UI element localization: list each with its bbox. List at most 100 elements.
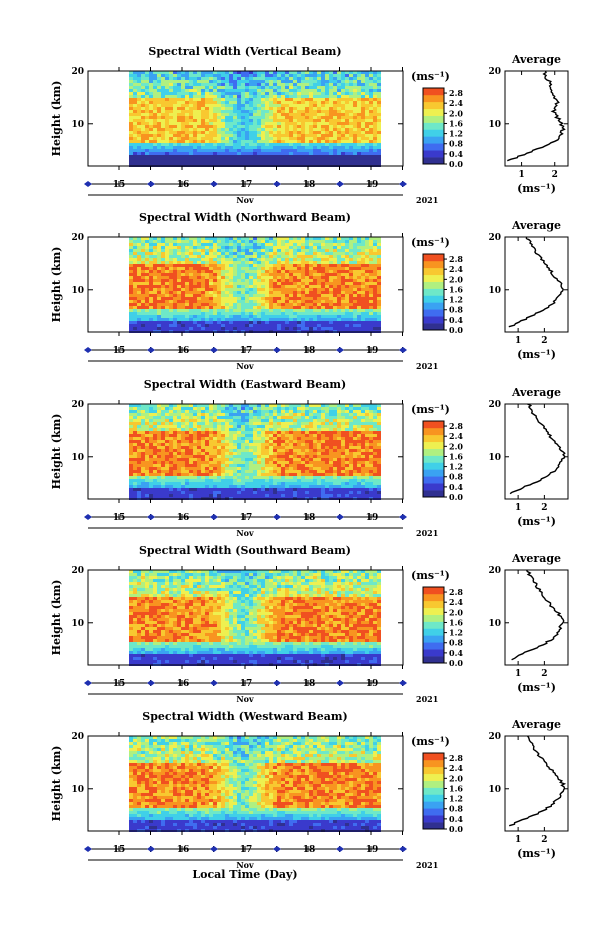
- colorbar-tick-label: 1.2: [449, 628, 463, 638]
- colorbar-swatch: [423, 649, 444, 657]
- colorbar-swatch: [423, 421, 444, 429]
- average-x-tick-label: 1: [515, 503, 521, 513]
- colorbar-tick-label: 2.0: [449, 274, 463, 284]
- month-label: Nov: [236, 361, 254, 371]
- colorbar-swatch: [423, 309, 444, 317]
- x-tick-label: 16: [177, 845, 190, 855]
- time-marker: [84, 846, 92, 852]
- colorbar-unit: (ms⁻¹): [411, 236, 450, 249]
- x-tick-label: 16: [177, 513, 190, 523]
- colorbar-tick-label: 2.4: [449, 264, 463, 274]
- colorbar-swatch: [423, 462, 444, 470]
- colorbar-tick-label: 1.6: [449, 783, 463, 793]
- average-y-tick-label: 10: [488, 286, 501, 296]
- colorbar-tick-label: 0.0: [449, 492, 463, 502]
- average-x-label: (ms⁻¹): [517, 348, 556, 361]
- panel-title: Spectral Width (Westward Beam): [142, 710, 347, 723]
- colorbar: 2.82.42.01.61.20.80.40.0: [422, 253, 463, 335]
- average-x-label: (ms⁻¹): [517, 515, 556, 528]
- average-y-tick-label: 20: [488, 566, 501, 576]
- average-y-tick-label: 20: [488, 732, 501, 742]
- colorbar-swatch: [423, 635, 444, 643]
- x-tick-label: 19: [366, 346, 379, 356]
- panel-2: Spectral Width (Northward Beam) Height (k…: [50, 211, 569, 371]
- colorbar-swatch: [423, 150, 444, 158]
- colorbar-swatch: [423, 143, 444, 151]
- time-marker: [273, 680, 281, 686]
- colorbar-swatch: [423, 441, 444, 449]
- colorbar-tick-label: 2.4: [449, 431, 463, 441]
- colorbar-swatch: [423, 773, 444, 781]
- time-marker: [399, 347, 407, 353]
- colorbar-swatch: [423, 108, 444, 116]
- y-tick-label: 20: [71, 566, 84, 576]
- colorbar-swatch: [423, 801, 444, 809]
- x-tick-label: 18: [303, 513, 316, 523]
- x-tick-label: 16: [177, 346, 190, 356]
- time-marker: [210, 846, 218, 852]
- colorbar-swatch: [423, 254, 444, 262]
- colorbar-swatch: [423, 621, 444, 629]
- colorbar-unit: (ms⁻¹): [411, 735, 450, 748]
- average-line: [508, 236, 564, 328]
- average-y-tick-label: 20: [488, 67, 501, 77]
- x-tick-label: 19: [366, 513, 379, 523]
- colorbar-swatch: [423, 628, 444, 636]
- average-x-tick-label: 1: [518, 170, 524, 180]
- colorbar-tick-label: 0.4: [449, 648, 463, 658]
- average-title: Average: [511, 219, 561, 232]
- average-x-tick-label: 1: [515, 336, 521, 346]
- panel-4: Spectral Width (Southward Beam) Height (k…: [50, 544, 569, 704]
- colorbar-swatch: [423, 281, 444, 289]
- time-marker: [399, 846, 407, 852]
- average-line: [509, 403, 566, 495]
- colorbar-swatch: [423, 448, 444, 456]
- colorbar-swatch: [423, 157, 444, 165]
- average-title: Average: [511, 718, 561, 731]
- x-tick-label: 15: [113, 346, 126, 356]
- x-tick-label: 19: [366, 845, 379, 855]
- colorbar-tick-label: 0.0: [449, 824, 463, 834]
- average-profile: Average 20 10 1 2 (ms⁻¹): [488, 386, 569, 528]
- time-marker: [147, 347, 155, 353]
- panel-title: Spectral Width (Eastward Beam): [144, 378, 346, 391]
- month-label: Nov: [236, 860, 254, 870]
- month-label: Nov: [236, 528, 254, 538]
- time-marker: [84, 514, 92, 520]
- x-tick-label: 18: [303, 346, 316, 356]
- average-x-tick-label: 2: [541, 503, 547, 513]
- colorbar-tick-label: 2.8: [449, 587, 463, 597]
- colorbar-tick-label: 0.8: [449, 638, 463, 648]
- average-y-tick-label: 10: [488, 453, 501, 463]
- colorbar-swatch: [423, 122, 444, 130]
- colorbar: 2.82.42.01.61.20.80.40.0: [422, 420, 463, 502]
- colorbar-tick-label: 0.0: [449, 658, 463, 668]
- colorbar-tick-label: 0.8: [449, 804, 463, 814]
- y-tick-label: 20: [71, 732, 84, 742]
- year-label: 2021: [416, 361, 438, 371]
- average-y-tick-label: 20: [488, 233, 501, 243]
- average-profile: Average 20 10 1 2 (ms⁻¹): [488, 219, 569, 361]
- colorbar-tick-label: 2.4: [449, 763, 463, 773]
- y-axis-label: Height (km): [50, 414, 63, 490]
- heatmap-cells: [129, 237, 381, 333]
- year-label: 2021: [416, 195, 438, 205]
- colorbar-tick-label: 2.4: [449, 98, 463, 108]
- x-tick-label: 15: [113, 180, 126, 190]
- y-tick-label: 20: [71, 67, 84, 77]
- colorbar-swatch: [423, 295, 444, 303]
- colorbar-swatch: [423, 587, 444, 595]
- y-tick-label: 10: [71, 120, 84, 130]
- heatmap-cells: [129, 404, 381, 500]
- time-marker: [399, 680, 407, 686]
- time-marker: [399, 514, 407, 520]
- colorbar: 2.82.42.01.61.20.80.40.0: [422, 586, 463, 668]
- colorbar-swatch: [423, 274, 444, 282]
- colorbar-tick-label: 0.8: [449, 305, 463, 315]
- colorbar-tick-label: 2.0: [449, 607, 463, 617]
- time-marker: [84, 181, 92, 187]
- colorbar-swatch: [423, 260, 444, 269]
- colorbar-tick-label: 0.4: [449, 149, 463, 159]
- time-marker: [210, 680, 218, 686]
- time-marker: [336, 680, 344, 686]
